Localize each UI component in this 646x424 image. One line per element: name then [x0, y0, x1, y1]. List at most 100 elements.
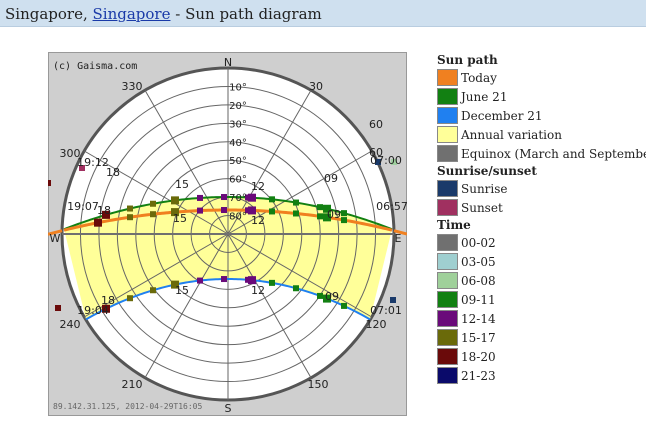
- today-time-label: 15: [173, 212, 187, 225]
- today-path-tail: [393, 229, 408, 236]
- legend-swatch: [437, 88, 458, 105]
- hour-marker-major: [323, 204, 331, 213]
- hour-marker: [197, 194, 203, 201]
- hour-marker-major: [323, 213, 331, 222]
- december-time-label: 09: [325, 290, 339, 303]
- december-time-label: 19:04: [77, 304, 109, 317]
- legend-swatch: [437, 348, 458, 365]
- hour-marker: [150, 200, 156, 207]
- page-title: Singapore, Singapore - Sun path diagram: [5, 5, 322, 23]
- december-time-label: 12: [251, 284, 265, 297]
- today-time-label: 12: [251, 214, 265, 227]
- altitude-label: 40°: [229, 138, 247, 149]
- country-link[interactable]: Singapore: [92, 5, 171, 23]
- hour-marker: [221, 207, 227, 214]
- hour-marker: [341, 217, 347, 224]
- legend-heading: Time: [437, 218, 471, 232]
- today-path: [63, 208, 393, 232]
- azimuth-label: 120: [366, 318, 387, 331]
- hour-marker-major: [248, 206, 256, 215]
- hour-marker: [269, 196, 275, 203]
- legend-swatch: [437, 367, 458, 384]
- hour-marker-major: [323, 294, 331, 303]
- hour-marker: [317, 204, 323, 211]
- hour-marker: [317, 292, 323, 299]
- legend-label: 09-11: [461, 292, 496, 307]
- hour-marker: [150, 287, 156, 294]
- hour-marker: [197, 277, 203, 284]
- june-time-label: 15: [175, 178, 189, 191]
- hour-marker: [317, 213, 323, 220]
- legend-swatch: [437, 310, 458, 327]
- azimuth-label: 210: [122, 378, 143, 391]
- legend-swatch: [437, 69, 458, 86]
- legend-label: 00-02: [461, 235, 496, 250]
- altitude-label: 60°: [229, 175, 247, 186]
- legend-swatch: [437, 272, 458, 289]
- june-time-label: 18: [106, 166, 120, 179]
- legend-item: December 21: [437, 106, 646, 125]
- legend-item: Today: [437, 68, 646, 87]
- legend-label: December 21: [461, 108, 543, 123]
- title-suffix: - Sun path diagram: [170, 5, 322, 23]
- legend-item: 00-02: [437, 233, 646, 252]
- june-21-path: [63, 195, 393, 231]
- direction-label: E: [395, 232, 402, 245]
- azimuth-spoke: [227, 233, 312, 379]
- azimuth-label: 60: [369, 118, 383, 131]
- legend-item: 21-23: [437, 366, 646, 385]
- altitude-label: 50°: [229, 156, 247, 167]
- legend-label: 15-17: [461, 330, 496, 345]
- hour-marker: [197, 207, 203, 214]
- june-time-label: 60: [369, 146, 383, 159]
- legend-swatch: [437, 234, 458, 251]
- legend-swatch: [437, 145, 458, 162]
- sunrise-sunset-marker: [390, 297, 396, 303]
- hour-marker-major: [171, 208, 179, 217]
- june-time-label: 19:12: [77, 156, 109, 169]
- legend-item: June 21: [437, 87, 646, 106]
- december-time-label: 07:01: [370, 304, 402, 317]
- azimuth-label: 240: [60, 318, 81, 331]
- sunrise-sunset-marker: [391, 159, 397, 165]
- legend-label: Annual variation: [461, 127, 562, 142]
- legend-swatch: [437, 329, 458, 346]
- hour-marker: [269, 208, 275, 215]
- hour-marker: [293, 210, 299, 217]
- today-time-label: 09: [327, 208, 341, 221]
- legend-heading: Sunrise/sunset: [437, 164, 537, 178]
- hour-marker: [127, 295, 133, 302]
- june-time-label: 12: [251, 180, 265, 193]
- azimuth-label: 330: [122, 80, 143, 93]
- azimuth-spoke: [144, 233, 229, 379]
- sunrise-sunset-marker: [79, 165, 85, 171]
- hour-marker-major: [248, 193, 256, 202]
- legend-item: Annual variation: [437, 125, 646, 144]
- sunrise-sunset-marker: [55, 305, 61, 311]
- legend-item: Sunrise: [437, 179, 646, 198]
- timestamp-footer: 89.142.31.125, 2012-04-29T16:05: [53, 402, 202, 411]
- legend-swatch: [437, 107, 458, 124]
- azimuth-label: 150: [308, 378, 329, 391]
- azimuth-label: 300: [60, 147, 81, 160]
- legend-label: Today: [461, 70, 497, 85]
- today-time-label: 19:07: [67, 200, 99, 213]
- hour-marker-major: [94, 218, 102, 227]
- legend: Sun path Today June 21 December 21 Annual va…: [437, 52, 646, 385]
- legend-item: 18-20: [437, 347, 646, 366]
- today-time-label: 18: [97, 204, 111, 217]
- legend-label: 21-23: [461, 368, 496, 383]
- hour-marker-major: [171, 280, 179, 289]
- sunrise-sunset-marker: [45, 180, 51, 186]
- legend-item: 12-14: [437, 309, 646, 328]
- legend-item: Equinox (March and September): [437, 144, 646, 163]
- hour-marker-major: [248, 276, 256, 285]
- legend-label: Sunrise: [461, 181, 508, 196]
- azimuth-spoke: [83, 233, 229, 318]
- direction-label: W: [50, 232, 61, 245]
- legend-item: 03-05: [437, 252, 646, 271]
- legend-label: 18-20: [461, 349, 496, 364]
- altitude-label: 70°: [229, 193, 247, 204]
- legend-label: 06-08: [461, 273, 496, 288]
- sunrise-sunset-marker: [375, 159, 381, 165]
